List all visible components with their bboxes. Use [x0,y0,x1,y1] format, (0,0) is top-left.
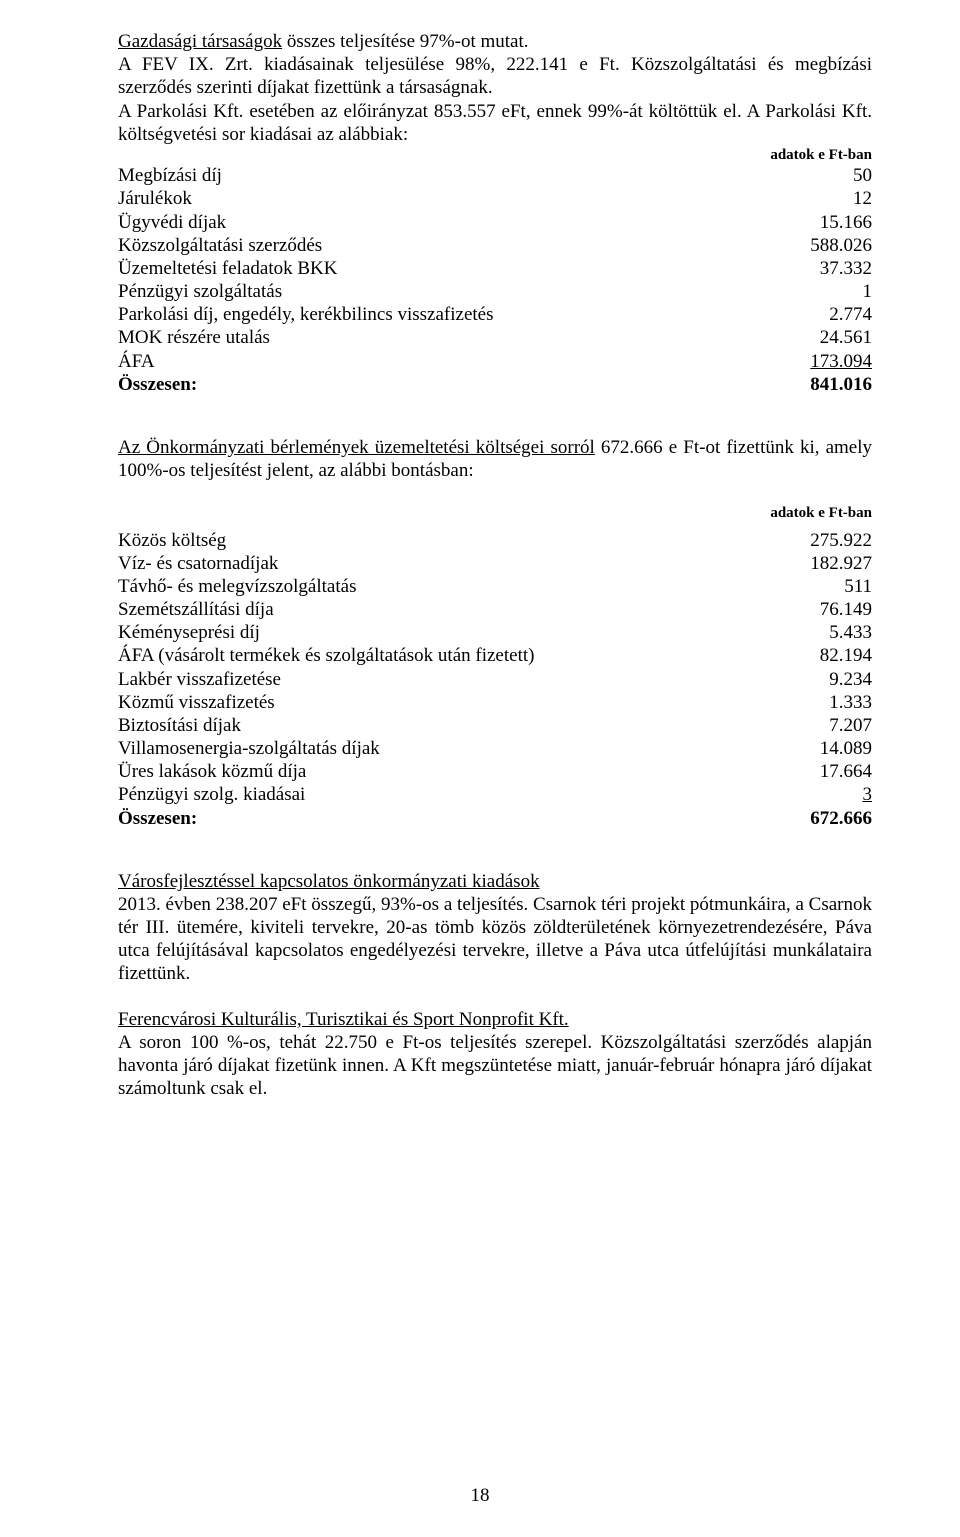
table-row: Távhő- és melegvízszolgáltatás511 [118,575,872,598]
table-total: Összesen:672.666 [118,807,872,830]
row-value: 5.433 [772,621,872,644]
table-row: Villamosenergia-szolgáltatás díjak14.089 [118,737,872,760]
row-value: 37.332 [772,257,872,280]
row-label: Pénzügyi szolgáltatás [118,280,772,303]
row-value: 82.194 [772,644,872,667]
table-row: Lakbér visszafizetése9.234 [118,668,872,691]
table-1: Megbízási díj50 Járulékok12 Ügyvédi díja… [118,164,872,396]
table-row: Parkolási díj, engedély, kerékbilincs vi… [118,303,872,326]
table-2: Közös költség275.922 Víz- és csatornadíj… [118,529,872,830]
row-value: 50 [772,164,872,187]
row-label: Üzemeltetési feladatok BKK [118,257,772,280]
table-row: Megbízási díj50 [118,164,872,187]
table-row: ÁFA (vásárolt termékek és szolgáltatások… [118,644,872,667]
row-label: Parkolási díj, engedély, kerékbilincs vi… [118,303,772,326]
table-row: Üzemeltetési feladatok BKK37.332 [118,257,872,280]
row-value: 588.026 [772,234,872,257]
table-row: Közös költség275.922 [118,529,872,552]
mid-para: Az Önkormányzati bérlemények üzemeltetés… [118,436,872,482]
section-4-para: A soron 100 %-os, tehát 22.750 e Ft-os t… [118,1031,872,1101]
row-label: Szemétszállítási díja [118,598,772,621]
row-value: 14.089 [772,737,872,760]
table-row: Közszolgáltatási szerződés588.026 [118,234,872,257]
table-row: Közmű visszafizetés1.333 [118,691,872,714]
row-label: Villamosenergia-szolgáltatás díjak [118,737,772,760]
section-4-heading: Ferencvárosi Kulturális, Turisztikai és … [118,1008,872,1031]
row-label: Közmű visszafizetés [118,691,772,714]
intro-underline: Gazdasági társaságok [118,31,282,52]
row-label: ÁFA (vásárolt termékek és szolgáltatások… [118,644,772,667]
row-value: 511 [772,575,872,598]
row-label: Távhő- és melegvízszolgáltatás [118,575,772,598]
row-label: Járulékok [118,187,772,210]
total-label: Összesen: [118,807,772,830]
total-value: 841.016 [772,373,872,396]
row-label: ÁFA [118,350,772,373]
table-row: Járulékok12 [118,187,872,210]
unit-note-2: adatok e Ft-ban [118,504,872,522]
row-value: 12 [772,187,872,210]
intro-rest: összes teljesítése 97%-ot mutat. [282,31,528,52]
row-value: 9.234 [772,668,872,691]
row-value: 7.207 [772,714,872,737]
unit-note-1: adatok e Ft-ban [118,146,872,164]
row-value: 182.927 [772,552,872,575]
row-label: Közszolgáltatási szerződés [118,234,772,257]
row-value: 24.561 [772,326,872,349]
table-row: Kéményseprési díj5.433 [118,621,872,644]
row-value: 3 [772,783,872,806]
row-value: 173.094 [772,350,872,373]
table-total: Összesen:841.016 [118,373,872,396]
row-label: Kéményseprési díj [118,621,772,644]
table-row: Pénzügyi szolgáltatás1 [118,280,872,303]
intro-para-2: A FEV IX. Zrt. kiadásainak teljesülése 9… [118,53,872,99]
table-row: Pénzügyi szolg. kiadásai3 [118,783,872,806]
row-value: 17.664 [772,760,872,783]
row-value: 275.922 [772,529,872,552]
total-value: 672.666 [772,807,872,830]
row-label: MOK részére utalás [118,326,772,349]
row-value: 15.166 [772,211,872,234]
page-number: 18 [0,1484,960,1507]
table-row: MOK részére utalás24.561 [118,326,872,349]
row-label: Pénzügyi szolg. kiadásai [118,783,772,806]
section-3-heading: Városfejlesztéssel kapcsolatos önkormány… [118,870,872,893]
row-label: Lakbér visszafizetése [118,668,772,691]
row-label: Víz- és csatornadíjak [118,552,772,575]
intro-line-1: Gazdasági társaságok összes teljesítése … [118,30,872,53]
row-value: 2.774 [772,303,872,326]
table-row: Biztosítási díjak7.207 [118,714,872,737]
row-label: Biztosítási díjak [118,714,772,737]
table-row: Üres lakások közmű díja17.664 [118,760,872,783]
total-label: Összesen: [118,373,772,396]
row-value: 1 [772,280,872,303]
section-3-para: 2013. évben 238.207 eFt összegű, 93%-os … [118,893,872,986]
row-value: 1.333 [772,691,872,714]
row-label: Közös költség [118,529,772,552]
table-row: Víz- és csatornadíjak182.927 [118,552,872,575]
row-value: 76.149 [772,598,872,621]
row-label: Üres lakások közmű díja [118,760,772,783]
mid-underline: Az Önkormányzati bérlemények üzemeltetés… [118,437,595,458]
row-label: Megbízási díj [118,164,772,187]
row-label: Ügyvédi díjak [118,211,772,234]
intro-para-3: A Parkolási Kft. esetében az előirányzat… [118,100,872,146]
table-row: Szemétszállítási díja76.149 [118,598,872,621]
table-row: Ügyvédi díjak15.166 [118,211,872,234]
table-row: ÁFA173.094 [118,350,872,373]
